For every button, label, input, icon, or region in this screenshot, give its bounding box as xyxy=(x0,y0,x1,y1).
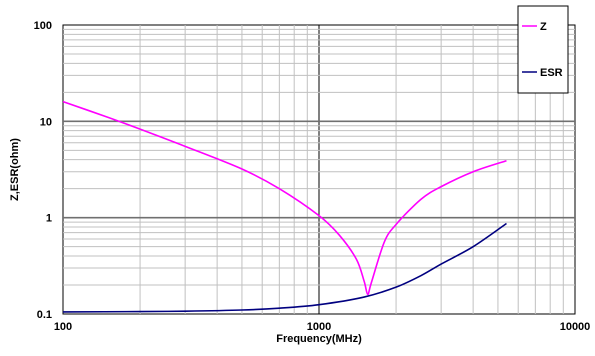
series-line-z xyxy=(62,100,507,296)
grid xyxy=(63,25,575,314)
series-line-esr xyxy=(62,222,507,313)
legend: Z ESR xyxy=(517,5,569,94)
y-tick-label: 10 xyxy=(40,116,52,128)
x-tick-label: 1000 xyxy=(307,321,331,333)
legend-label-esr: ESR xyxy=(540,67,563,79)
y-tick-label: 100 xyxy=(34,20,52,32)
y-tick-label: 1 xyxy=(46,213,52,225)
y-tick-label: 0.1 xyxy=(37,309,52,321)
x-tick-label: 100 xyxy=(54,321,72,333)
tick-labels: 100 1000 10000 0.1 1 10 100 xyxy=(34,20,591,333)
legend-label-z: Z xyxy=(540,21,547,33)
legend-box xyxy=(517,5,569,94)
series-layer xyxy=(62,100,507,313)
x-tick-label: 10000 xyxy=(560,321,591,333)
x-axis-label: Frequency(MHz) xyxy=(276,333,362,345)
y-axis-label: Z,ESR(ohm) xyxy=(9,138,21,201)
